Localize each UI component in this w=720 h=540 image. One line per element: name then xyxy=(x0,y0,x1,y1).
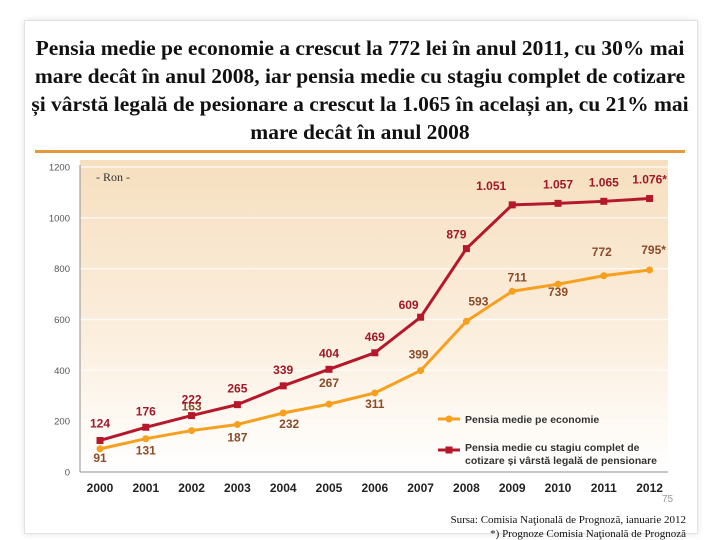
data-point-square xyxy=(554,199,562,207)
x-tick-label: 2000 xyxy=(87,481,114,495)
data-point-square xyxy=(188,412,196,420)
legend-label-orange: Pensia medie pe economie xyxy=(465,414,599,426)
data-label-red: 222 xyxy=(182,393,202,407)
data-point-square xyxy=(508,201,516,209)
data-point-square xyxy=(325,365,333,373)
data-label-red: 339 xyxy=(273,363,293,377)
x-tick-label: 2002 xyxy=(178,481,205,495)
x-tick-label: 2007 xyxy=(407,481,434,495)
data-label-orange: 711 xyxy=(508,270,528,284)
x-tick-label: 2006 xyxy=(361,481,388,495)
grid-lines xyxy=(80,166,668,422)
y-tick-label: 400 xyxy=(54,366,70,377)
data-point-circle xyxy=(646,266,654,274)
legend-label-red: Pensia medie cu stagiu complet de cotizar… xyxy=(465,442,657,467)
x-tick-label: 2012 xyxy=(636,481,663,495)
data-point-circle xyxy=(96,445,104,453)
data-label-red: 404 xyxy=(319,346,339,360)
legend-marker-orange xyxy=(445,415,453,423)
data-point-square xyxy=(462,245,470,253)
y-tick-label: 1000 xyxy=(49,213,70,224)
data-label-red: 1.051 xyxy=(476,179,506,193)
data-point-circle xyxy=(325,400,333,408)
data-point-circle xyxy=(508,287,516,295)
data-label-orange: 91 xyxy=(93,451,107,465)
data-point-circle xyxy=(554,280,562,288)
title-underline xyxy=(35,150,685,153)
data-label-orange: 399 xyxy=(409,348,429,362)
data-point-circle xyxy=(142,435,150,443)
y-tick-label: 200 xyxy=(54,417,70,428)
y-tick-label: 0 xyxy=(65,468,70,479)
x-tick-label: 2009 xyxy=(499,481,526,495)
data-point-square xyxy=(96,436,104,444)
y-tick-label: 800 xyxy=(54,264,70,275)
slide-title: Pensia medie pe economie a crescut la 77… xyxy=(31,36,689,144)
page-number: 75 xyxy=(662,494,674,505)
y-tick-label: 1200 xyxy=(49,163,70,174)
data-label-red: 879 xyxy=(446,228,466,242)
data-point-circle xyxy=(462,317,470,325)
data-label-orange: 267 xyxy=(319,376,339,390)
data-point-square xyxy=(142,423,150,431)
data-label-orange: 232 xyxy=(279,417,299,431)
data-label-orange: 187 xyxy=(227,430,247,444)
data-point-circle xyxy=(188,427,196,435)
data-label-orange: 311 xyxy=(365,397,385,411)
data-point-square xyxy=(371,349,379,357)
data-label-orange: 593 xyxy=(468,294,488,308)
data-label-red: 176 xyxy=(136,404,156,418)
legend: Pensia medie pe economie Pensia medie cu … xyxy=(438,414,657,467)
data-point-circle xyxy=(371,389,379,397)
x-tick-label: 2003 xyxy=(224,481,251,495)
forecast-footnote: *) Prognoze Comisia Naţională de Prognoz… xyxy=(490,528,686,540)
legend-marker-red xyxy=(445,446,453,454)
data-point-square xyxy=(417,313,425,321)
data-point-square xyxy=(600,197,608,205)
data-label-orange: 795* xyxy=(641,243,666,257)
data-point-square xyxy=(279,382,287,390)
data-label-red: 1.065 xyxy=(589,175,619,189)
data-label-red: 1.057 xyxy=(543,177,573,191)
data-label-orange: 772 xyxy=(592,245,612,259)
x-tick-label: 2010 xyxy=(545,481,572,495)
x-tick-label: 2005 xyxy=(316,481,343,495)
data-point-circle xyxy=(417,367,425,375)
y-tick-label: 600 xyxy=(54,315,70,326)
data-point-circle xyxy=(233,420,241,428)
data-point-circle xyxy=(279,409,287,417)
data-label-red: 124 xyxy=(90,416,110,430)
source-note: Sursa: Comisia Naţională de Prognoză, ia… xyxy=(450,514,686,526)
data-label-red: 1.076* xyxy=(632,173,667,187)
x-tick-label: 2011 xyxy=(591,481,617,495)
data-point-square xyxy=(233,401,241,409)
unit-label: - Ron - xyxy=(96,170,130,184)
data-point-circle xyxy=(600,272,608,280)
x-tick-label: 2008 xyxy=(453,481,480,495)
data-label-orange: 739 xyxy=(548,285,568,299)
data-label-red: 609 xyxy=(399,298,419,312)
data-label-orange: 131 xyxy=(136,444,156,458)
data-label-red: 265 xyxy=(227,382,247,396)
data-point-square xyxy=(646,195,654,203)
x-tick-label: 2001 xyxy=(132,481,159,495)
data-label-red: 469 xyxy=(365,330,385,344)
data-label-orange: 163 xyxy=(182,400,202,414)
x-tick-label: 2004 xyxy=(270,481,297,495)
